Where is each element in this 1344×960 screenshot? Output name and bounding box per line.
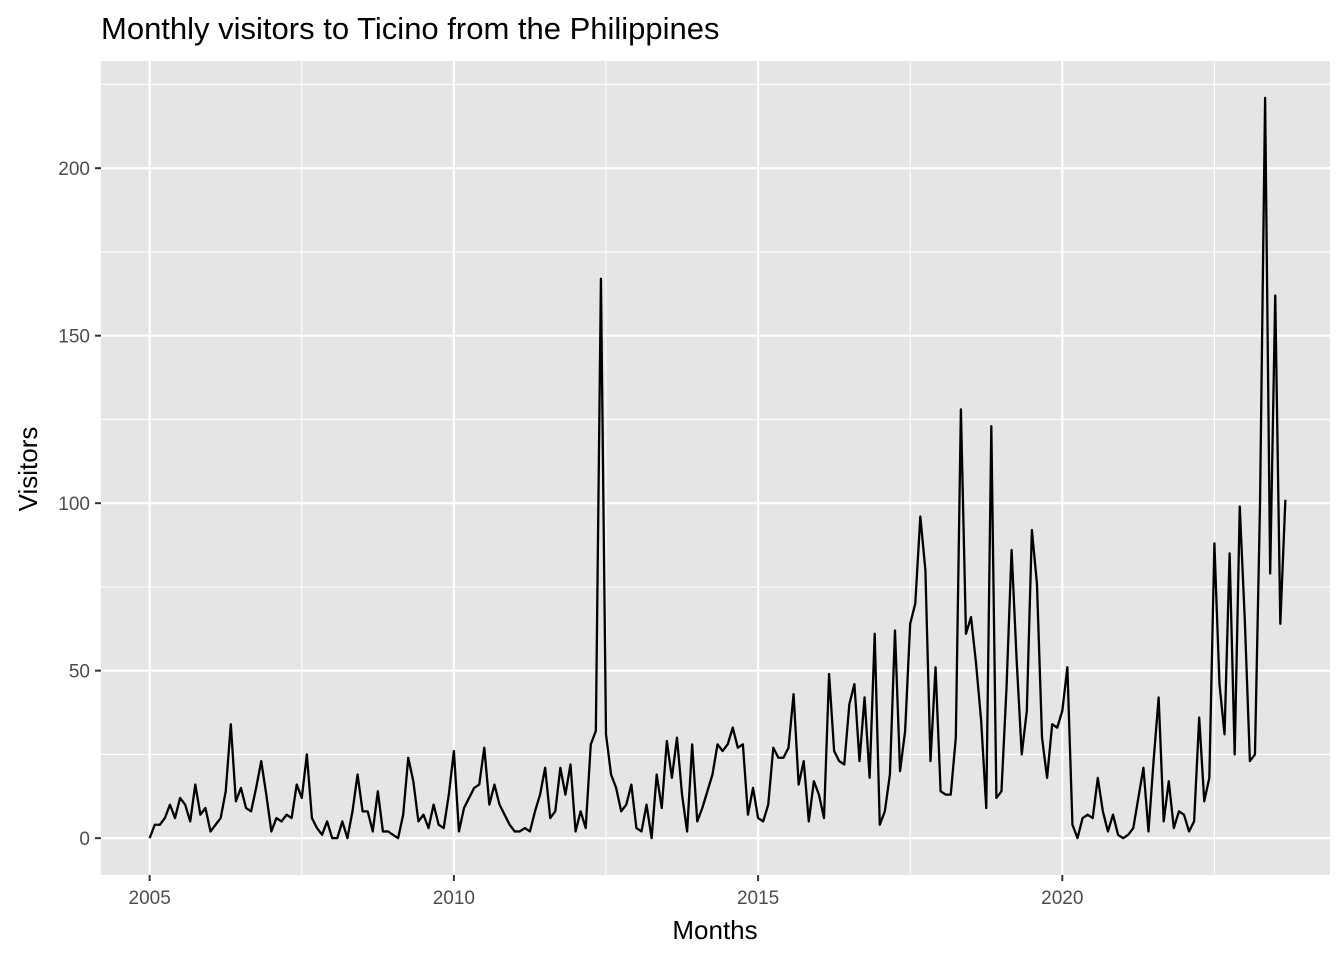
y-tick-label: 100 bbox=[58, 494, 90, 515]
y-tick-label: 200 bbox=[58, 159, 90, 180]
y-tick-label: 150 bbox=[58, 327, 90, 348]
series-line bbox=[148, 96, 1287, 840]
plot-panel bbox=[101, 61, 1330, 875]
x-tick-label: 2015 bbox=[737, 888, 779, 909]
x-tick-label: 2005 bbox=[129, 888, 171, 909]
x-tick-label: 2020 bbox=[1041, 888, 1083, 909]
y-axis: 0 50 100 150 200 bbox=[58, 159, 101, 850]
x-axis-title: Months bbox=[672, 915, 757, 945]
major-gridlines bbox=[101, 61, 1330, 875]
y-tick-label: 0 bbox=[79, 829, 90, 850]
y-axis-title: Visitors bbox=[13, 427, 43, 512]
y-tick-label: 50 bbox=[69, 662, 90, 683]
x-tick-label: 2010 bbox=[433, 888, 475, 909]
chart-title: Monthly visitors to Ticino from the Phil… bbox=[101, 11, 720, 46]
x-axis: 2005 2010 2015 2020 bbox=[129, 875, 1083, 909]
